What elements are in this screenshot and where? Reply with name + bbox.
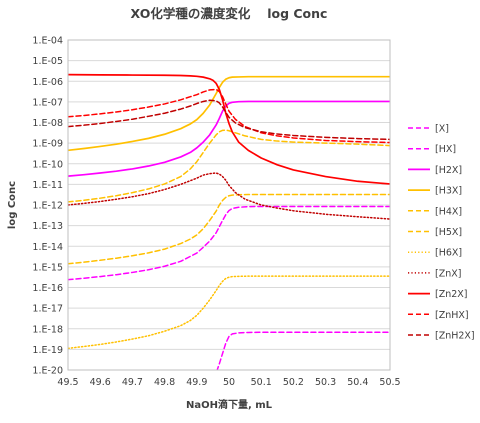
x-tick-label: 50.2 (283, 377, 304, 388)
legend-entry: [Zn2X] (408, 289, 468, 300)
legend-entry: [ZnHX] (408, 310, 469, 321)
y-tick-label: 1.E-12 (32, 201, 63, 212)
y-tick-label: 1.E-15 (32, 262, 63, 273)
series-line (68, 99, 390, 141)
series-line (68, 275, 390, 350)
y-tick-label: 1.E-19 (32, 345, 63, 356)
legend-label: [ZnX] (435, 268, 461, 279)
series-line (68, 73, 390, 185)
y-tick-label: 1.E-09 (32, 139, 63, 150)
x-tick-label: 50.1 (251, 377, 272, 388)
plot-area-border (67, 39, 391, 371)
y-tick-label: 1.E-16 (32, 283, 63, 294)
grid-lines (68, 39, 390, 371)
legend-entry: [H3X] (408, 186, 462, 197)
y-axis-ticks: 1.E-04 1.E-05 1.E-06 1.E-07 1.E-08 1.E-09 1.E-… (32, 36, 63, 377)
legend-entry: [H6X] (408, 248, 462, 259)
y-tick-label: 1.E-18 (32, 324, 63, 335)
y-axis-title: log Conc (7, 181, 18, 229)
legend-entry: [X] (408, 124, 449, 135)
legend-entry: [ZnX] (408, 268, 461, 279)
series-layer (68, 73, 390, 370)
y-tick-label: 1.E-04 (32, 36, 63, 47)
legend-label: [X] (435, 124, 449, 135)
y-tick-label: 1.E-20 (32, 366, 63, 377)
legend-label: [H6X] (435, 248, 462, 259)
legend-entry: [ZnH2X] (408, 331, 475, 342)
series-line (216, 331, 390, 370)
legend-entry: [H2X] (408, 165, 462, 176)
x-axis-title: NaOH滴下量, mL (186, 398, 273, 411)
x-tick-label: 50.4 (347, 377, 368, 388)
chart-title: XO化学種の濃度変化 log Conc (131, 6, 328, 21)
legend-entry: [HX] (408, 144, 456, 155)
x-tick-label: 49.9 (186, 377, 207, 388)
legend-label: [H3X] (435, 186, 462, 197)
series-line (68, 100, 390, 177)
legend: [X] [HX] [H2X] [H3X] [H4X] [H5X] [H6X] [ZnX] [Zn… (408, 124, 475, 342)
y-tick-label: 1.E-06 (32, 77, 63, 88)
x-axis-ticks: 49.5 49.6 49.7 49.8 49.9 50 50.1 50.2 50.3 50.4 50… (57, 377, 400, 388)
x-tick-label: 49.7 (122, 377, 143, 388)
y-tick-label: 1.E-05 (32, 56, 63, 67)
x-tick-label: 50 (223, 377, 235, 388)
legend-label: [H4X] (435, 206, 462, 217)
y-tick-label: 1.E-07 (32, 97, 63, 108)
y-tick-label: 1.E-08 (32, 118, 63, 129)
series-line (68, 172, 390, 220)
series-line (68, 129, 390, 203)
x-tick-label: 50.3 (315, 377, 336, 388)
series-line (68, 193, 390, 265)
legend-label: [H2X] (435, 165, 462, 176)
series-line (68, 88, 390, 144)
y-tick-label: 1.E-14 (32, 242, 63, 253)
x-tick-label: 49.6 (90, 377, 111, 388)
legend-label: [Zn2X] (435, 289, 468, 300)
legend-entry: [H5X] (408, 227, 462, 238)
legend-label: [ZnHX] (435, 310, 469, 321)
x-tick-label: 49.5 (57, 377, 78, 388)
legend-entry: [H4X] (408, 206, 462, 217)
series-line (68, 205, 390, 281)
x-tick-label: 50.5 (379, 377, 400, 388)
y-tick-label: 1.E-11 (32, 180, 63, 191)
legend-label: [ZnH2X] (435, 331, 475, 342)
legend-label: [H5X] (435, 227, 462, 238)
series-line (68, 75, 390, 152)
x-tick-label: 49.8 (154, 377, 175, 388)
legend-label: [HX] (435, 144, 456, 155)
y-tick-label: 1.E-17 (32, 304, 63, 315)
y-tick-label: 1.E-13 (32, 221, 63, 232)
y-tick-label: 1.E-10 (32, 159, 63, 170)
